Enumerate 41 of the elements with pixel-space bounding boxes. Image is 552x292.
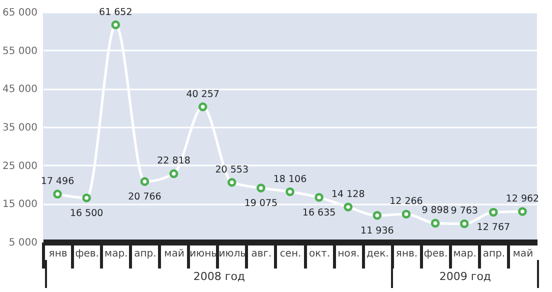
x-tick-label: авг.: [251, 248, 272, 260]
x-tick-label: апр.: [482, 248, 506, 260]
data-label: 12 767: [476, 222, 510, 234]
data-label: 19 075: [244, 198, 278, 210]
y-tick-label: 45 000: [2, 84, 38, 96]
data-label: 11 936: [360, 225, 394, 236]
data-label: 12 962: [506, 193, 540, 204]
data-label: 17 496: [40, 176, 74, 188]
y-tick-label: 15 000: [2, 199, 38, 210]
x-tick-label: сен.: [280, 248, 302, 260]
data-label: 16 635: [302, 207, 336, 218]
x-tick-label: дек.: [366, 248, 389, 260]
x-tick-label: мар.: [453, 248, 476, 260]
data-label: 9 898: [422, 205, 449, 216]
data-label: 18 106: [273, 174, 307, 185]
text: 2008 год: [45, 260, 392, 288]
x-tick-label: апр.: [134, 248, 156, 260]
y-tick-label: 25 000: [2, 160, 38, 172]
x-tick-label: май: [512, 248, 534, 260]
x-tick-label: май: [164, 248, 184, 260]
data-label: 61 652: [99, 6, 132, 18]
y-tick-label: 55 000: [2, 46, 38, 57]
data-label: 12 266: [390, 196, 423, 208]
x-tick-label: мар.: [104, 248, 128, 260]
x-tick-label: янв: [48, 248, 68, 260]
x-tick-label: ноя.: [338, 248, 360, 260]
data-label: 20 553: [215, 164, 249, 176]
data-label: 16 500: [70, 208, 104, 219]
y-tick-label: 5 000: [8, 238, 38, 248]
x-tick-label: фев.: [424, 248, 448, 260]
y-tick-label: 65 000: [2, 8, 38, 18]
data-label: 14 128: [331, 189, 365, 200]
data-label: 9 763: [450, 206, 478, 217]
x-tick-label: окт.: [308, 248, 330, 260]
data-label: 40 257: [186, 88, 220, 100]
x-tick-label: янв.: [396, 248, 418, 260]
y-tick-label: 35 000: [2, 122, 38, 134]
x-tick-label: фев.: [75, 248, 99, 260]
text: 2009 год: [391, 260, 539, 288]
data-label: 20 766: [128, 192, 162, 203]
data-label: 22 818: [157, 156, 190, 167]
